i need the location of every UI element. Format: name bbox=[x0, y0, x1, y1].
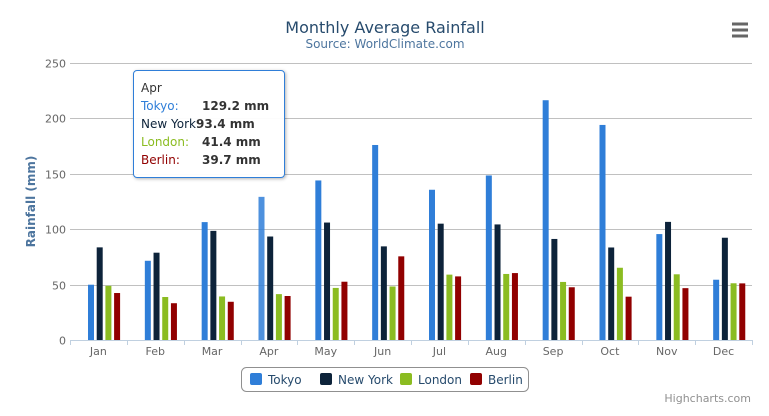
tooltip-label-berlin: Berlin: bbox=[141, 153, 180, 167]
y-tick-label: 200 bbox=[45, 113, 66, 126]
bar-berlin-may[interactable] bbox=[341, 281, 348, 340]
credits-link[interactable]: Highcharts.com bbox=[664, 392, 751, 405]
bar-berlin-jan[interactable] bbox=[114, 293, 121, 340]
bar-berlin-nov[interactable] bbox=[682, 288, 689, 340]
bar-tokyo-feb[interactable] bbox=[144, 260, 151, 340]
bar-tokyo-apr[interactable] bbox=[258, 196, 265, 340]
bar-new-york-sep[interactable] bbox=[551, 238, 558, 340]
bar-new-york-jan[interactable] bbox=[96, 247, 103, 340]
x-tick-label: Apr bbox=[259, 345, 279, 358]
bar-berlin-jun[interactable] bbox=[398, 256, 405, 340]
bar-tokyo-dec[interactable] bbox=[713, 279, 720, 340]
bar-tokyo-may[interactable] bbox=[315, 180, 322, 340]
legend-symbol-new-york[interactable] bbox=[320, 373, 332, 385]
bar-new-york-nov[interactable] bbox=[665, 221, 672, 340]
x-tick-label: Mar bbox=[202, 345, 223, 358]
legend-symbol-tokyo[interactable] bbox=[250, 373, 262, 385]
chart-title: Monthly Average Rainfall bbox=[285, 18, 484, 37]
bar-london-may[interactable] bbox=[332, 287, 339, 340]
y-axis-title: Rainfall (mm) bbox=[24, 156, 38, 248]
bar-tokyo-sep[interactable] bbox=[542, 100, 549, 341]
bar-berlin-feb[interactable] bbox=[170, 303, 177, 340]
bar-tokyo-nov[interactable] bbox=[656, 234, 663, 340]
bar-london-sep[interactable] bbox=[560, 281, 567, 340]
bar-tokyo-jul[interactable] bbox=[429, 189, 435, 340]
hamburger-menu-icon[interactable] bbox=[732, 22, 748, 38]
bar-london-jun[interactable] bbox=[389, 286, 396, 340]
bar-new-york-jun[interactable] bbox=[380, 246, 387, 340]
y-tick-label: 100 bbox=[45, 224, 66, 237]
bar-london-aug[interactable] bbox=[503, 273, 510, 340]
bar-london-dec[interactable] bbox=[730, 283, 737, 340]
bar-new-york-apr[interactable] bbox=[267, 236, 274, 340]
bar-berlin-jul[interactable] bbox=[455, 276, 462, 340]
bar-tokyo-aug[interactable] bbox=[485, 175, 492, 340]
tooltip-value-newyork: 93.4 mm bbox=[196, 117, 255, 131]
bar-tokyo-oct[interactable] bbox=[599, 124, 606, 341]
legend-item-london[interactable]: London bbox=[418, 373, 462, 387]
x-tick-label: Aug bbox=[486, 345, 507, 358]
bar-new-york-aug[interactable] bbox=[494, 224, 501, 340]
bar-new-york-dec[interactable] bbox=[721, 237, 728, 340]
x-tick-label: Jan bbox=[89, 345, 107, 358]
tooltip-label-newyork: New York: bbox=[141, 117, 200, 131]
bar-new-york-feb[interactable] bbox=[153, 252, 160, 340]
y-tick-label: 150 bbox=[45, 169, 66, 182]
x-tick-label: Jun bbox=[373, 345, 391, 358]
bar-berlin-oct[interactable] bbox=[625, 296, 632, 340]
legend-symbol-london[interactable] bbox=[400, 373, 412, 385]
tooltip: Apr Tokyo: 129.2 mm New York: 93.4 mm Lo… bbox=[133, 70, 285, 178]
legend-box bbox=[241, 367, 529, 392]
tooltip-label-london: London: bbox=[141, 135, 190, 149]
legend-symbol-berlin[interactable] bbox=[470, 373, 482, 385]
bar-tokyo-jun[interactable] bbox=[372, 144, 379, 340]
bar-berlin-sep[interactable] bbox=[568, 287, 575, 340]
y-tick-label: 50 bbox=[52, 280, 66, 293]
bar-london-oct[interactable] bbox=[616, 267, 623, 340]
tooltip-value-tokyo: 129.2 mm bbox=[202, 99, 270, 113]
legend-item-berlin[interactable]: Berlin bbox=[488, 373, 523, 387]
tooltip-value-berlin: 39.7 mm bbox=[202, 153, 261, 167]
x-tick-label: Oct bbox=[600, 345, 620, 358]
bar-london-jan[interactable] bbox=[105, 285, 112, 340]
x-tick-label: Dec bbox=[713, 345, 734, 358]
bar-new-york-oct[interactable] bbox=[608, 247, 615, 340]
bar-tokyo-mar[interactable] bbox=[201, 222, 208, 340]
bar-london-apr[interactable] bbox=[275, 294, 282, 340]
bar-london-jul[interactable] bbox=[446, 274, 453, 340]
x-tick-label: Jul bbox=[432, 345, 446, 358]
tooltip-value-london: 41.4 mm bbox=[202, 135, 261, 149]
tooltip-title: Apr bbox=[141, 81, 162, 95]
x-tick-label: Sep bbox=[543, 345, 564, 358]
legend-item-new-york[interactable]: New York bbox=[338, 373, 393, 387]
bar-tokyo-jan[interactable] bbox=[88, 284, 94, 340]
x-tick-label: May bbox=[314, 345, 337, 358]
bar-new-york-jul[interactable] bbox=[437, 223, 444, 340]
chart-subtitle: Source: WorldClimate.com bbox=[305, 37, 464, 51]
x-tick-label: Nov bbox=[656, 345, 678, 358]
tooltip-label-tokyo: Tokyo: bbox=[141, 99, 179, 113]
bar-berlin-mar[interactable] bbox=[227, 301, 234, 340]
bar-berlin-dec[interactable] bbox=[739, 283, 746, 340]
bar-new-york-may[interactable] bbox=[324, 222, 331, 340]
y-tick-label: 0 bbox=[59, 335, 66, 348]
bar-london-mar[interactable] bbox=[219, 296, 226, 340]
bar-london-nov[interactable] bbox=[673, 274, 680, 340]
x-tick-label: Feb bbox=[146, 345, 165, 358]
bar-berlin-aug[interactable] bbox=[511, 273, 518, 340]
bar-new-york-mar[interactable] bbox=[210, 230, 217, 340]
y-tick-label: 250 bbox=[45, 58, 66, 71]
bar-london-feb[interactable] bbox=[162, 297, 169, 340]
legend-item-tokyo[interactable]: Tokyo bbox=[267, 373, 302, 387]
bar-berlin-apr[interactable] bbox=[284, 296, 291, 340]
